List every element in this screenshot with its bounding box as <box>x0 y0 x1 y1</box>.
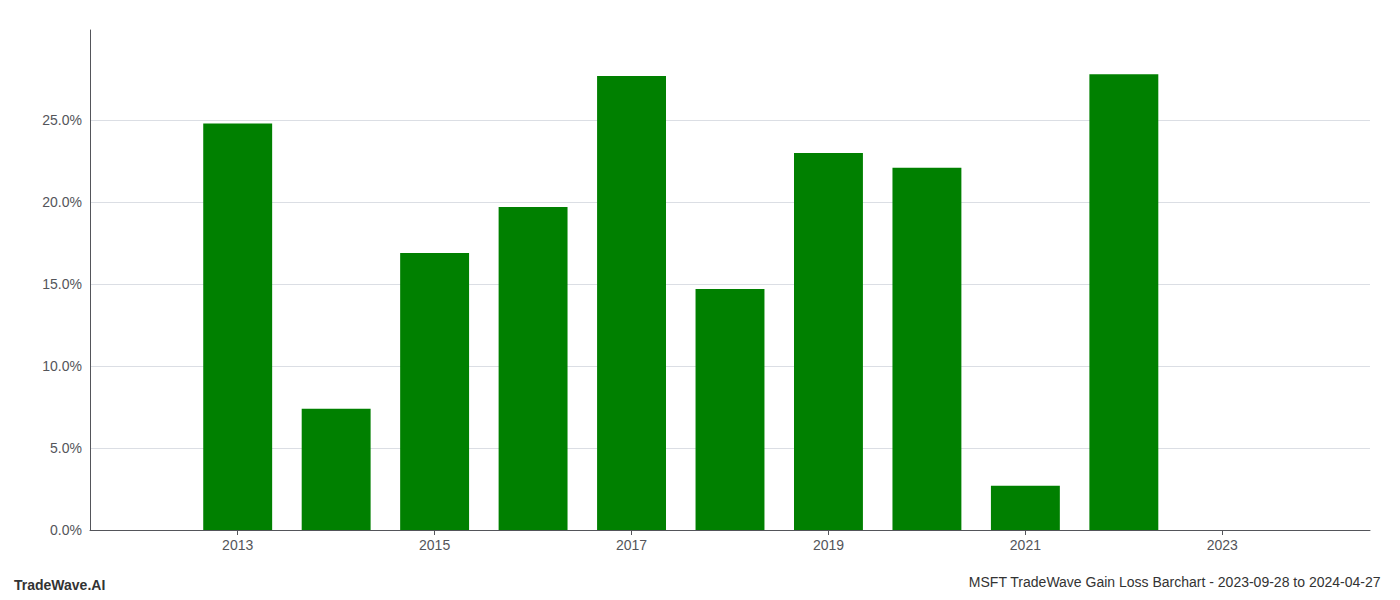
svg-text:2015: 2015 <box>419 537 450 553</box>
svg-text:MSFT TradeWave Gain Loss Barch: MSFT TradeWave Gain Loss Barchart - 2023… <box>969 574 1381 590</box>
svg-text:10.0%: 10.0% <box>42 358 82 374</box>
svg-text:25.0%: 25.0% <box>42 112 82 128</box>
svg-text:15.0%: 15.0% <box>42 276 82 292</box>
svg-text:2017: 2017 <box>616 537 647 553</box>
svg-text:20.0%: 20.0% <box>42 194 82 210</box>
svg-text:2019: 2019 <box>813 537 844 553</box>
svg-text:0.0%: 0.0% <box>50 522 82 538</box>
svg-text:TradeWave.AI: TradeWave.AI <box>14 577 105 593</box>
svg-text:2023: 2023 <box>1207 537 1238 553</box>
svg-text:2013: 2013 <box>222 537 253 553</box>
svg-text:5.0%: 5.0% <box>50 440 82 456</box>
svg-text:2021: 2021 <box>1010 537 1041 553</box>
